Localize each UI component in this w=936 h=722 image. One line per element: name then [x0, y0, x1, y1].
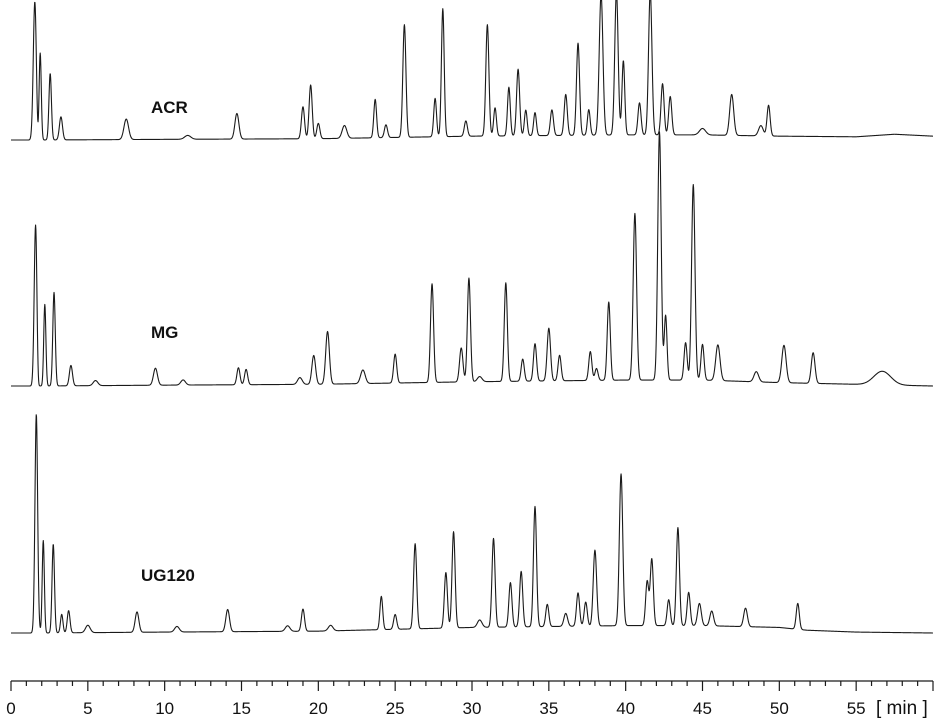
series-label-mg: MG	[151, 323, 178, 342]
x-tick-label: 35	[539, 699, 558, 718]
series-label-acr: ACR	[151, 98, 188, 117]
x-axis-unit-label: [ min ]	[876, 698, 928, 719]
x-axis: 0 5 10 15 20 25 30 35 40 45 50 55	[6, 680, 934, 718]
x-tick-label: 0	[6, 699, 15, 718]
x-tick-label: 45	[693, 699, 712, 718]
x-tick-label: 10	[155, 699, 174, 718]
x-tick-label: 30	[463, 699, 482, 718]
series-label-ug120: UG120	[141, 566, 195, 585]
x-tick-label: 50	[770, 699, 789, 718]
x-tick-label: 15	[232, 699, 251, 718]
traces-group	[10, 0, 934, 634]
x-tick-label: 40	[616, 699, 635, 718]
x-tick-label: 5	[83, 699, 92, 718]
trace-acr	[10, 0, 934, 141]
trace-ug120	[10, 414, 934, 634]
x-tick-label: 55	[847, 699, 866, 718]
x-tick-label: 20	[309, 699, 328, 718]
x-tick-label: 25	[386, 699, 405, 718]
trace-mg	[10, 131, 934, 387]
x-axis-ticks: 0 5 10 15 20 25 30 35 40 45 50 55	[6, 681, 934, 718]
series-labels-group: ACR MG UG120	[141, 98, 195, 585]
